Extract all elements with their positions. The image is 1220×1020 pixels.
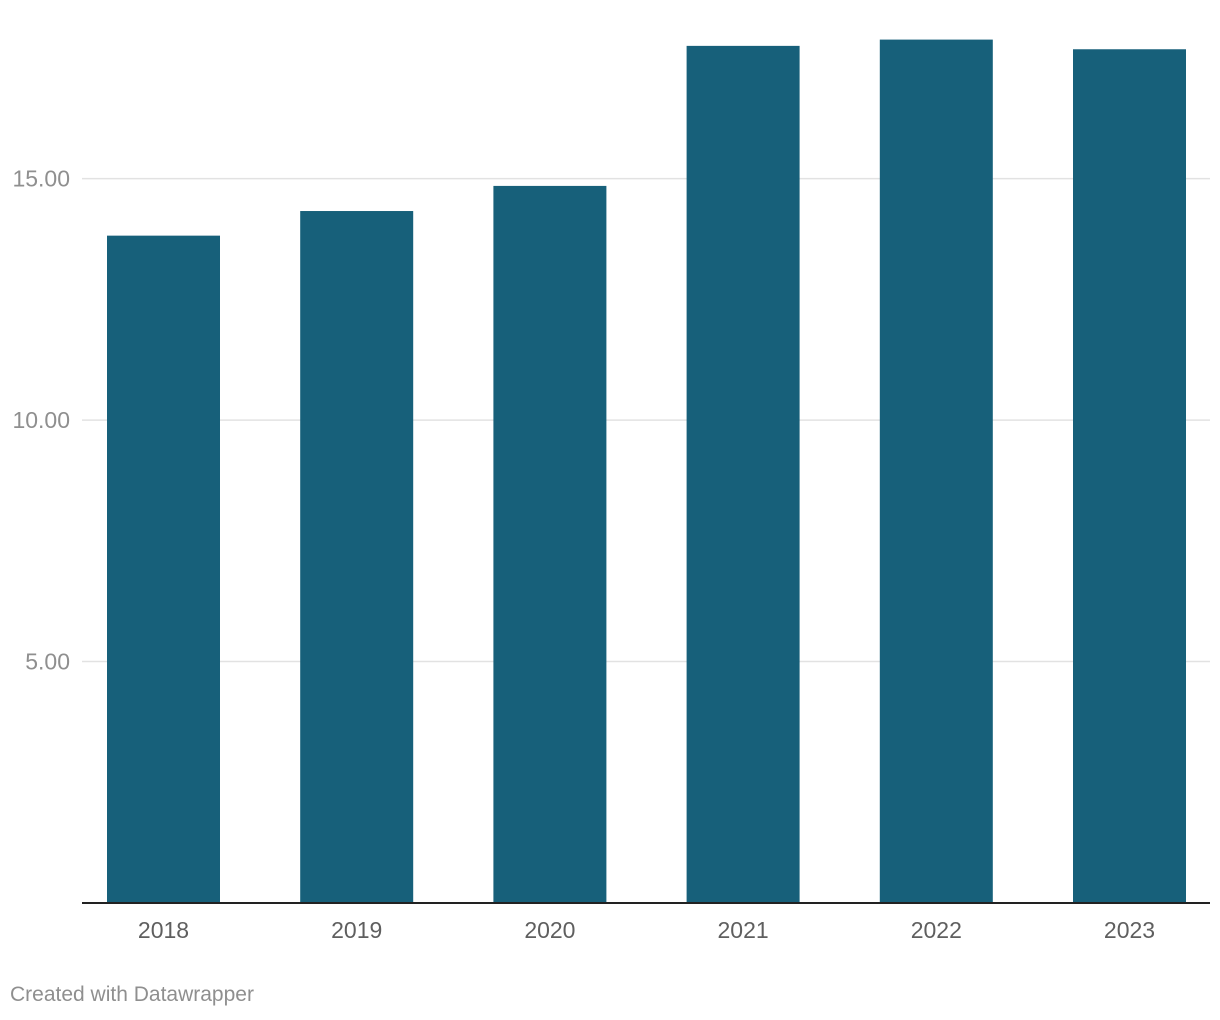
y-axis-tick-labels: 5.00 10.00 15.00 (12, 166, 70, 675)
bar-2019 (300, 211, 414, 904)
bar-2023 (1073, 49, 1186, 904)
bar-2022 (879, 39, 993, 903)
gridlines (82, 177, 1210, 663)
x-tick-label: 2018 (138, 917, 189, 943)
x-tick-label: 2022 (911, 917, 962, 943)
y-tick-label: 15.00 (12, 166, 70, 192)
bars (107, 39, 1186, 904)
bar-2018 (107, 235, 220, 904)
x-tick-label: 2020 (524, 917, 575, 943)
x-tick-label: 2019 (331, 917, 382, 943)
x-axis-tick-labels: 2018 2019 2020 2021 2022 2023 (138, 917, 1155, 943)
y-tick-label: 5.00 (25, 649, 70, 675)
x-tick-label: 2023 (1104, 917, 1155, 943)
bar-2021 (686, 45, 800, 904)
chart-svg: 5.00 10.00 15.00 2018 2019 2020 2021 2022 2023 (12, 39, 1210, 943)
bar-2020 (493, 185, 607, 904)
x-tick-label: 2021 (718, 917, 769, 943)
y-tick-label: 10.00 (12, 407, 70, 433)
footer-credit: Created with Datawrapper (10, 983, 254, 1006)
bar-chart: 5.00 10.00 15.00 2018 2019 2020 2021 2022 2023 (12, 39, 1210, 943)
